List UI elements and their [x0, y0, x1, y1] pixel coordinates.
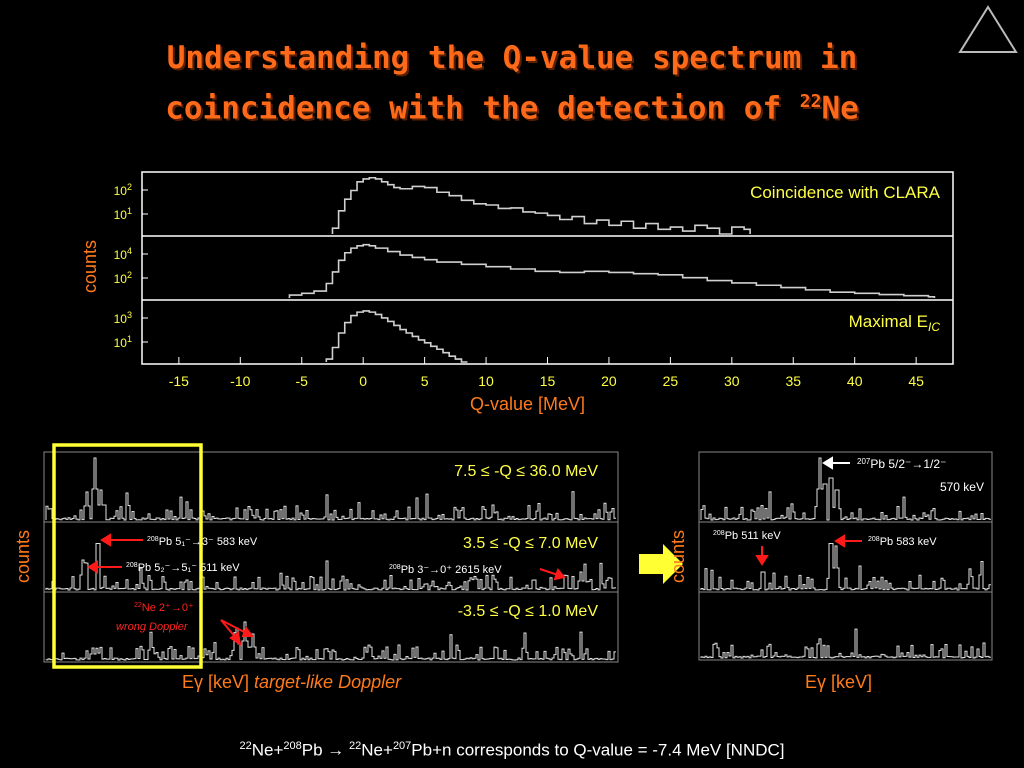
q-x-tick-label: 30: [724, 373, 740, 389]
slide-title: Understanding the Q-value spectrum in co…: [0, 36, 1024, 130]
q-chart-xlabel: Q-value [MeV]: [470, 394, 586, 414]
annot-ne: 22Ne 2⁺→0⁺: [134, 602, 194, 614]
q-x-tick-label: -5: [296, 373, 309, 389]
annot-2615: 208Pb 3⁻→0⁺ 2615 keV: [389, 564, 502, 576]
arrow-right-icon: [639, 544, 683, 584]
q-y-tick-label: 102: [114, 270, 132, 286]
q-y-tick-label: 101: [114, 206, 132, 222]
q-x-tick-label: -10: [230, 373, 250, 389]
q-x-tick-label: 20: [601, 373, 617, 389]
panel-label-maximal: Maximal EIC: [849, 312, 941, 334]
q-y-tick-label: 101: [114, 334, 132, 350]
gamma-right-frame: [698, 451, 993, 661]
annot-570-kev: 570 keV: [940, 480, 984, 494]
gamma-left-ylabel: counts: [13, 529, 34, 584]
q-spectrum-trace: [331, 176, 751, 235]
q-x-tick-label: 10: [478, 373, 494, 389]
q-y-tick-label: 104: [114, 246, 132, 262]
highlight-box: [52, 443, 203, 669]
annot-583: 208Pb 5₁⁻→3⁻ 583 keV: [147, 536, 258, 548]
gamma-spectrum-trace: [45, 621, 616, 661]
q-x-tick-label: 15: [540, 373, 556, 389]
gamma-spectrum-trace: [45, 457, 616, 521]
panel-label-clara: Coincidence with CLARA: [750, 183, 941, 202]
gamma-left-xlabel: Eγ [keV] target-like Doppler: [182, 672, 402, 692]
gamma-spectrum-trace: [700, 457, 991, 521]
gamma-left-frame: [43, 451, 619, 663]
annot-wrong-doppler: wrong Doppler: [116, 621, 189, 633]
gate-label-mid: 3.5 ≤ -Q ≤ 7.0 MeV: [463, 535, 598, 552]
title-line-1: Understanding the Q-value spectrum in: [166, 40, 858, 76]
triangle-nav-icon[interactable]: [956, 4, 1020, 56]
title-line-2: coincidence with the detection of: [165, 90, 800, 127]
q-x-tick-label: 0: [359, 373, 367, 389]
gamma-right-xlabel: Eγ [keV]: [805, 672, 873, 692]
q-y-tick-label: 103: [114, 310, 132, 326]
q-x-tick-label: -15: [169, 373, 189, 389]
q-x-tick-label: 45: [908, 373, 924, 389]
slide-footer: 22Ne+208Pb → 22Ne+207Pb+n corresponds to…: [239, 740, 785, 760]
q-chart-ylabel: counts: [80, 239, 101, 294]
gamma-spectrum-trace: [700, 628, 991, 659]
annot-208-583: 208Pb 583 keV: [868, 536, 937, 548]
gamma-spectrum-trace: [700, 543, 991, 591]
q-x-tick-label: 5: [421, 373, 429, 389]
q-x-tick-label: 35: [785, 373, 801, 389]
gamma-right-ylabel: counts: [668, 529, 689, 584]
q-value-chart: -15 -10 -5 0 5 10 15 20 25 30 35 40 45 102 101 104 102 1…: [114, 171, 954, 389]
title-sup: 22: [799, 91, 822, 112]
q-spectrum-trace: [325, 310, 468, 363]
q-chart-frame: [141, 171, 954, 365]
gate-label-high: 7.5 ≤ -Q ≤ 36.0 MeV: [454, 463, 598, 480]
title-end: Ne: [821, 90, 859, 127]
annot-208-511: 208Pb 511 keV: [713, 530, 781, 542]
annot-511: 208Pb 5₂⁻→5₁⁻ 511 keV: [126, 562, 240, 574]
annot-207-570: 207Pb 5/2⁻→1/2⁻: [857, 457, 946, 471]
q-spectrum-trace: [288, 243, 936, 298]
gate-label-low: -3.5 ≤ -Q ≤ 1.0 MeV: [458, 603, 599, 620]
q-x-tick-label: 25: [663, 373, 679, 389]
q-x-tick-label: 40: [847, 373, 863, 389]
q-y-tick-label: 102: [114, 182, 132, 198]
gamma-spectrum-trace: [45, 543, 616, 591]
